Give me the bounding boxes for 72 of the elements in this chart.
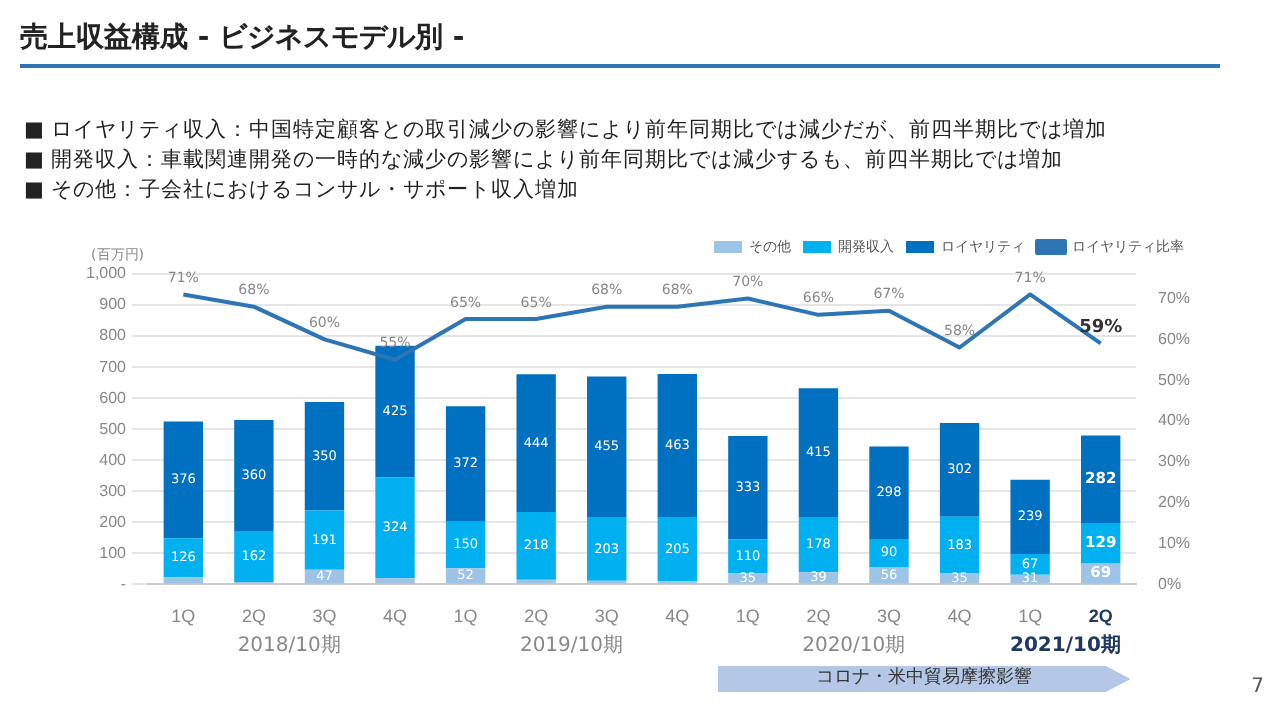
- bar: [1010, 479, 1050, 554]
- bar: [516, 512, 556, 580]
- x-tick-label: 4Q: [383, 606, 408, 627]
- bar: [587, 376, 627, 518]
- x-tick-label: 2Q: [524, 606, 549, 627]
- y-tick-label: 100: [99, 543, 128, 562]
- bar: [657, 373, 697, 518]
- bar: [163, 538, 204, 578]
- x-tick-label: 3Q: [594, 606, 619, 627]
- bar: [234, 531, 274, 582]
- text: 2020/10期: [802, 633, 906, 658]
- y-tick-label: 1,000: [85, 264, 128, 283]
- x-tick-label: 1Q: [453, 606, 478, 627]
- x-tick-label: 2Q: [1088, 606, 1113, 627]
- bar: [304, 510, 345, 570]
- y2-tick-label: 40%: [1157, 411, 1191, 430]
- x-tick-label: 1Q: [735, 606, 760, 627]
- bar: [1081, 435, 1121, 523]
- bar: [163, 421, 204, 539]
- bar: [304, 401, 345, 511]
- x-tick-label: 3Q: [312, 606, 337, 627]
- x-tick-label: 2Q: [241, 606, 266, 627]
- bar: [445, 521, 486, 569]
- y-tick-label: 800: [99, 326, 128, 345]
- bar: [516, 374, 556, 513]
- bar: [869, 446, 909, 540]
- y-tick-label: 700: [99, 357, 128, 376]
- y2-tick-label: 70%: [1157, 288, 1191, 307]
- bar: [234, 419, 274, 532]
- text: 2018/10期: [237, 633, 341, 658]
- text: 7: [1251, 676, 1264, 698]
- data-label: 59%: [1079, 318, 1123, 339]
- y-tick-label: 900: [99, 295, 128, 314]
- bar: [375, 578, 415, 584]
- y-tick-label: 600: [99, 388, 128, 407]
- x-tick-label: 3Q: [876, 606, 902, 627]
- bar: [728, 436, 768, 540]
- y-tick-label: 200: [99, 512, 128, 531]
- text: ■ 開発収入：車載関連開発の一時的な減少の影響により前年同期比では減少するも、前四半期比では増加: [24, 146, 1065, 176]
- text: 2021/10期: [1010, 633, 1121, 658]
- bar: [939, 516, 980, 574]
- bar: [869, 539, 909, 568]
- x-tick-label: 4Q: [665, 606, 690, 627]
- y2-tick-label: 30%: [1157, 452, 1191, 471]
- y-tick-label: 300: [99, 481, 128, 500]
- x-tick-label: 1Q: [1018, 606, 1043, 627]
- bar: [587, 517, 627, 581]
- y2-tick-label: 10%: [1157, 533, 1191, 552]
- y2-tick-label: 60%: [1157, 329, 1191, 348]
- arrow-banner: コロナ・米中貿易摩擦影響: [717, 666, 1131, 692]
- x-tick-label: 4Q: [947, 606, 972, 627]
- x-tick-label: 2Q: [806, 606, 831, 627]
- bar: [375, 477, 415, 579]
- text: ■ ロイヤリティ収入：中国特定顧客との取引減少の影響により前年同期比では減少だが、前四半期比では増加: [24, 116, 1107, 146]
- y-tick-label: 500: [99, 419, 128, 438]
- chart-title: 売上収益構成 - ビジネスモデル別 -: [20, 20, 1220, 68]
- bar: [939, 422, 980, 517]
- bar: [728, 539, 768, 574]
- y2-tick-label: 0%: [1157, 574, 1182, 593]
- y2-tick-label: 20%: [1157, 493, 1191, 512]
- bar: [657, 517, 697, 582]
- x-tick-label: 1Q: [171, 606, 196, 627]
- text: ■ その他：子会社におけるコンサル・サポート収入増加: [24, 176, 581, 206]
- bar: [375, 345, 415, 478]
- y2-tick-label: 50%: [1157, 370, 1191, 389]
- bar: [445, 406, 486, 522]
- bar: [163, 577, 204, 584]
- y-tick-label: -: [120, 574, 127, 593]
- y-tick-label: 400: [99, 450, 128, 469]
- bar: [798, 517, 839, 573]
- bar: [798, 388, 839, 518]
- text: 2019/10期: [519, 633, 623, 658]
